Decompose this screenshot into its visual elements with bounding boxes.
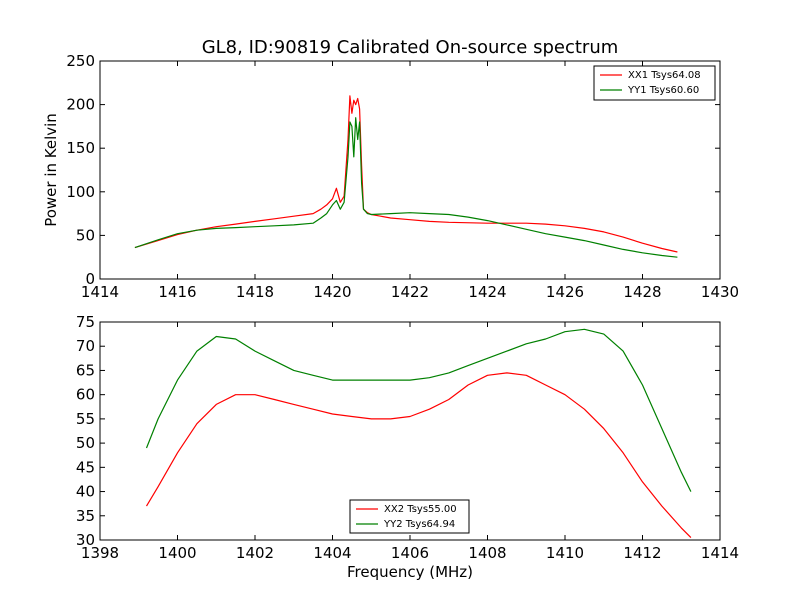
series-line-xx1 xyxy=(134,95,678,253)
x-tick-label: 1426 xyxy=(546,283,584,301)
x-tick-label: 1412 xyxy=(623,544,661,562)
bottom-ticks: 1398 1400 1402 1404 1406 1408 1410 1412 1414 30 35… xyxy=(76,313,739,562)
x-tick-label: 1430 xyxy=(701,283,739,301)
x-tick-label: 1416 xyxy=(158,283,196,301)
x-tick-label: 1406 xyxy=(391,544,429,562)
y-tick-label: 200 xyxy=(66,96,95,114)
y-tick-label: 100 xyxy=(66,183,95,201)
legend-label-yy2: YY2 Tsys64.94 xyxy=(383,519,455,530)
x-tick-label: 1414 xyxy=(81,283,119,301)
x-tick-label: 1418 xyxy=(236,283,274,301)
y-tick-label: 50 xyxy=(76,434,95,452)
series-line-xx2 xyxy=(145,372,692,539)
top-legend-box xyxy=(593,65,716,101)
bottom-legend-box xyxy=(349,499,470,534)
y-tick-label: 55 xyxy=(76,410,95,428)
series-line-yy2 xyxy=(145,328,692,492)
y-tick-label: 40 xyxy=(76,483,95,501)
y-tick-label: 150 xyxy=(66,139,95,157)
y-tick-label: 30 xyxy=(76,531,95,549)
bottom-panel: 1398 1400 1402 1404 1406 1408 1410 1412 1414 30 35… xyxy=(76,313,739,581)
top-series xyxy=(134,95,678,258)
bottom-legend: XX2 Tsys55.00 YY2 Tsys64.94 xyxy=(349,499,470,534)
x-tick-label: 1414 xyxy=(701,544,739,562)
y-tick-label: 70 xyxy=(76,337,95,355)
top-legend: XX1 Tsys64.08 YY1 Tsys60.60 xyxy=(593,65,716,101)
x-tick-label: 1408 xyxy=(468,544,506,562)
bottom-series xyxy=(145,328,692,539)
y-tick-label: 45 xyxy=(76,458,95,476)
x-tick-label: 1424 xyxy=(468,283,506,301)
x-tick-label: 1402 xyxy=(236,544,274,562)
y-tick-label: 35 xyxy=(76,507,95,525)
series-line-yy1 xyxy=(134,117,678,258)
y-tick-label: 250 xyxy=(66,52,95,70)
chart-title: GL8, ID:90819 Calibrated On-source spect… xyxy=(202,37,619,58)
legend-label-xx1: XX1 Tsys64.08 xyxy=(628,70,701,81)
y-tick-label: 50 xyxy=(76,226,95,244)
y-tick-label: 60 xyxy=(76,386,95,404)
y-tick-label: 65 xyxy=(76,361,95,379)
top-panel: GL8, ID:90819 Calibrated On-source spect… xyxy=(42,37,739,301)
top-y-axis-label: Power in Kelvin xyxy=(42,113,60,227)
x-tick-label: 1398 xyxy=(81,544,119,562)
legend-label-yy1: YY1 Tsys60.60 xyxy=(627,85,699,96)
x-tick-label: 1422 xyxy=(391,283,429,301)
y-tick-label: 0 xyxy=(85,270,95,288)
x-tick-label: 1404 xyxy=(313,544,351,562)
bottom-x-axis-label: Frequency (MHz) xyxy=(347,563,473,581)
x-tick-label: 1410 xyxy=(546,544,584,562)
x-tick-label: 1428 xyxy=(623,283,661,301)
top-ticks: 1414 1416 1418 1420 1422 1424 1426 1428 1430 0 50 1… xyxy=(66,52,739,301)
x-tick-label: 1400 xyxy=(158,544,196,562)
y-tick-label: 75 xyxy=(76,313,95,331)
x-tick-label: 1420 xyxy=(313,283,351,301)
legend-label-xx2: XX2 Tsys55.00 xyxy=(384,504,457,515)
